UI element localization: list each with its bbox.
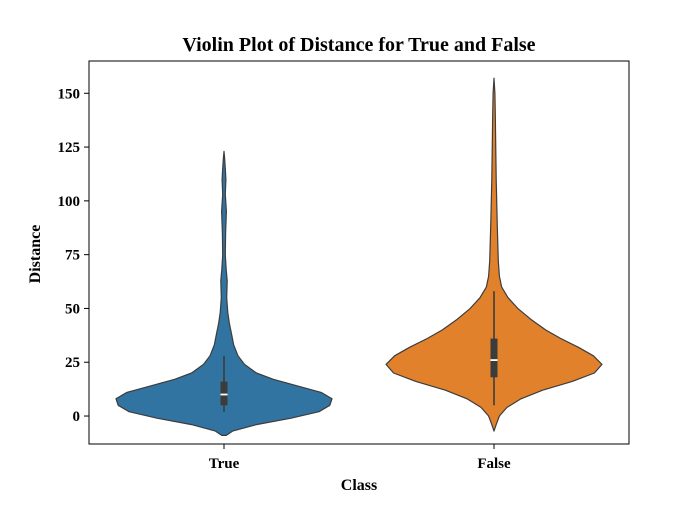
x-tick-label-false: False [477, 456, 511, 472]
y-tick-label: 100 [58, 194, 81, 210]
plot-area: 0 25 50 75 100 125 150 True False [58, 60, 630, 472]
iqr-box-false [490, 338, 498, 378]
violin-body-false [385, 77, 603, 432]
y-axis-label: Distance [27, 225, 44, 284]
x-axis-label: Class [341, 477, 377, 494]
iqr-box-true [220, 381, 228, 406]
y-tick-label: 25 [65, 355, 80, 371]
violin-body-true [115, 150, 333, 436]
x-tick-label-true: True [209, 456, 240, 472]
y-tick-label: 150 [58, 86, 81, 102]
y-tick-label: 50 [65, 301, 80, 317]
y-tick-label: 0 [73, 409, 81, 425]
chart-title: Violin Plot of Distance for True and Fal… [182, 34, 535, 56]
axes-frame [88, 60, 630, 445]
y-tick-label: 125 [58, 140, 81, 156]
y-tick-label: 75 [65, 248, 80, 264]
